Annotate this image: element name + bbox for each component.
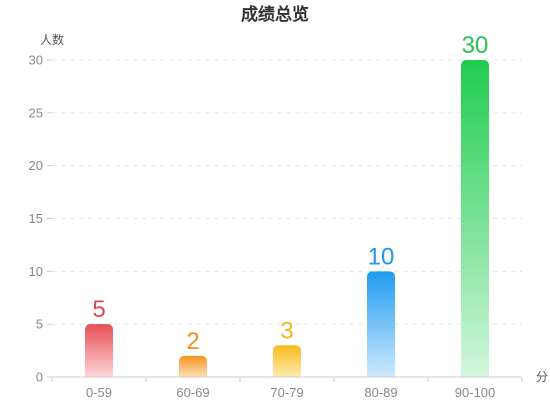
y-axis-ticks: 0 5 10 15 20 25 30 (29, 53, 52, 385)
x-tick-label: 60-69 (176, 385, 209, 400)
data-label: 2 (186, 328, 199, 355)
bar-70-79 (273, 345, 301, 377)
chart-title: 成绩总览 (241, 4, 309, 24)
x-tick-label: 0-59 (86, 385, 112, 400)
data-label: 5 (92, 296, 105, 323)
bars (85, 60, 489, 377)
y-tick-label: 5 (36, 317, 43, 332)
y-tick-label: 0 (36, 370, 43, 385)
y-tick-label: 15 (29, 211, 43, 226)
data-label: 30 (462, 32, 489, 59)
x-tick-label: 70-79 (270, 385, 303, 400)
data-label: 3 (280, 317, 293, 344)
y-tick-label: 25 (29, 105, 43, 120)
bar-90-100 (461, 60, 489, 377)
bar-0-59 (85, 324, 113, 377)
x-axis-label: 分 (536, 370, 548, 384)
x-tick-label: 80-89 (364, 385, 397, 400)
y-tick-label: 20 (29, 158, 43, 173)
grid-lines (52, 59, 522, 325)
data-labels: 5 2 3 10 30 (92, 32, 488, 355)
bar-80-89 (367, 271, 395, 377)
x-axis: 0-59 60-69 70-79 80-89 90-100 (47, 376, 523, 400)
y-axis-label: 人数 (40, 32, 64, 47)
y-tick-label: 10 (29, 264, 43, 279)
x-tick-label: 90-100 (455, 385, 495, 400)
bar-60-69 (179, 355, 207, 377)
data-label: 10 (368, 243, 395, 270)
y-tick-label: 30 (29, 53, 43, 68)
